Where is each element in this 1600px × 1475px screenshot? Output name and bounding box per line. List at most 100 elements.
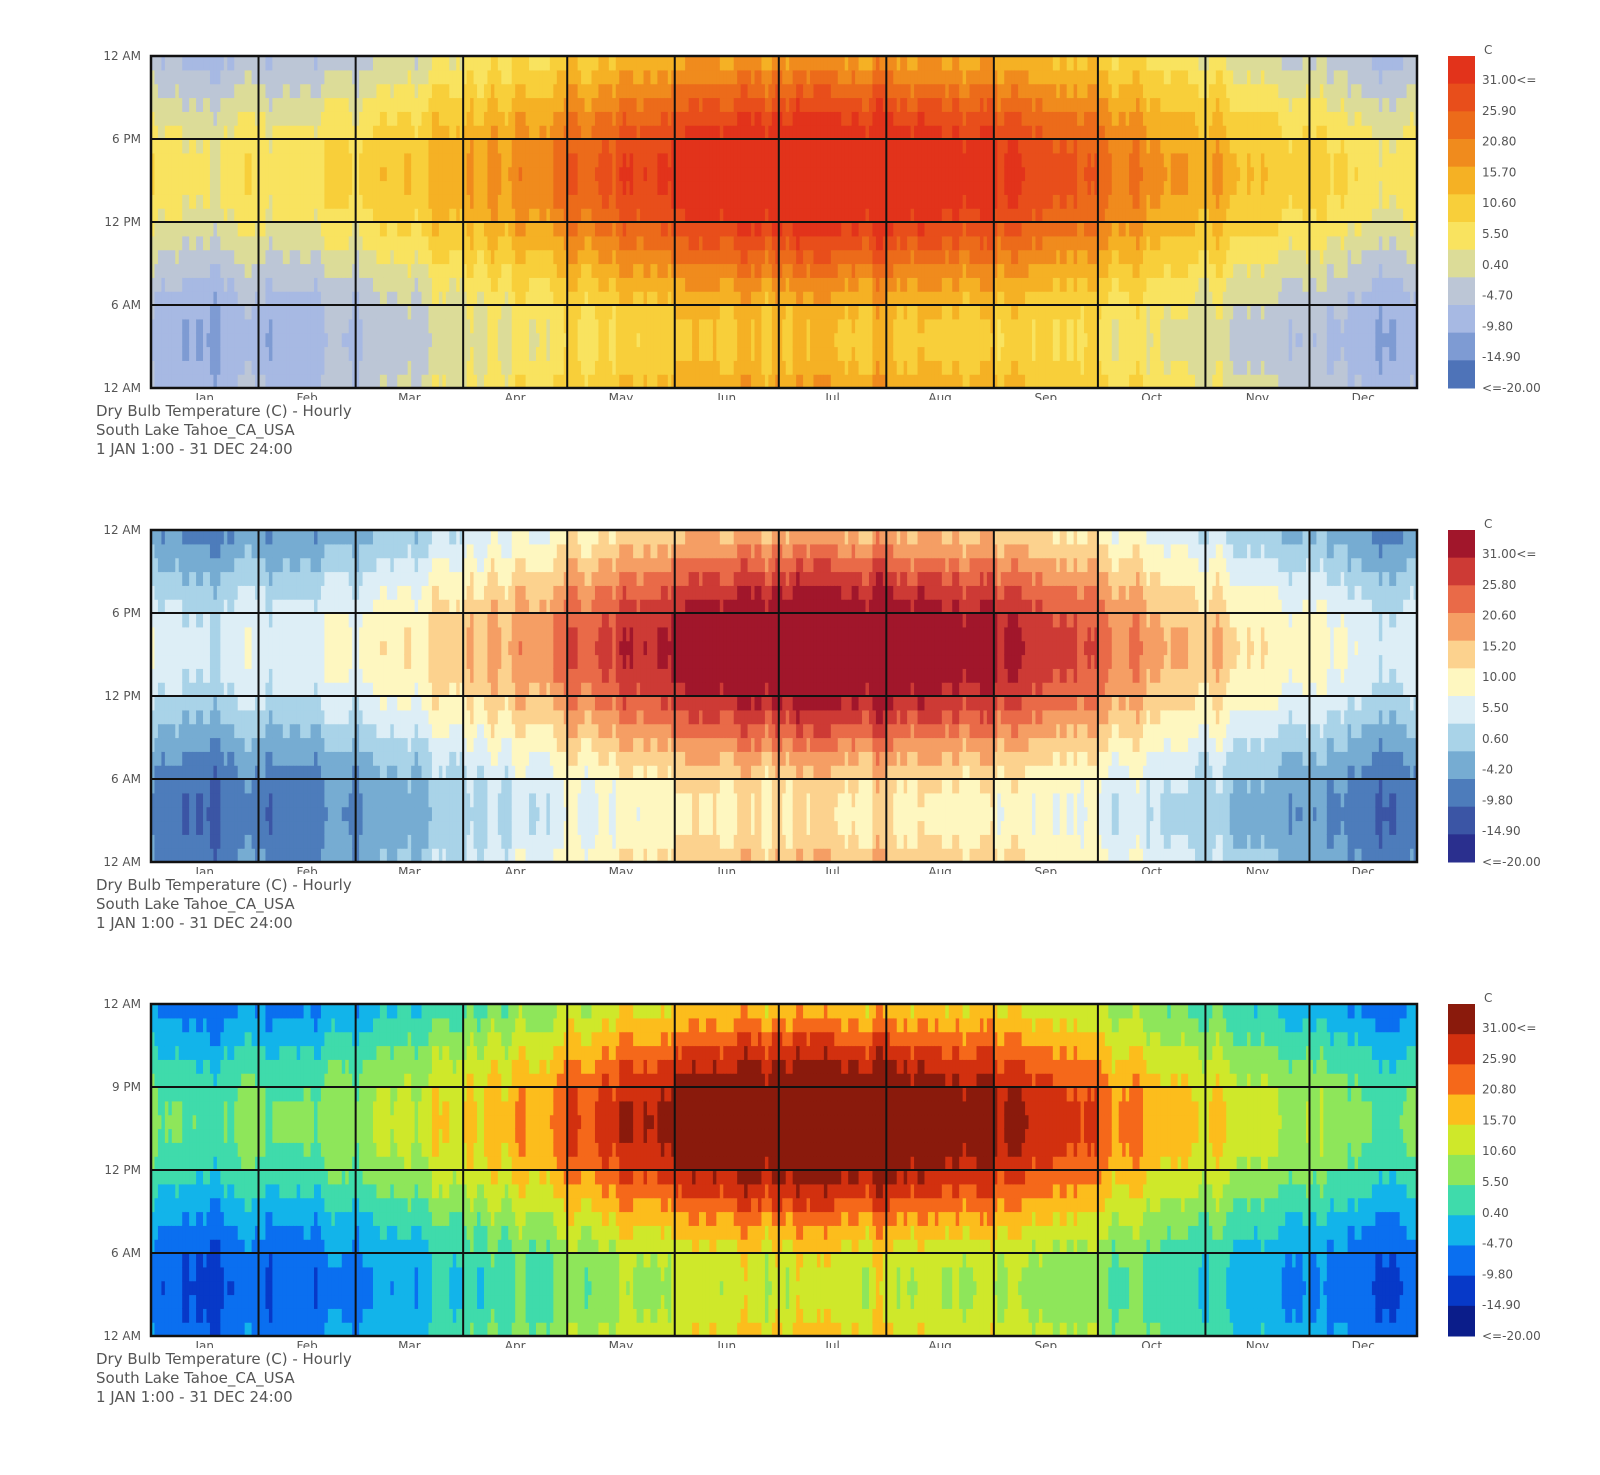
heatmap-cell [643,194,648,209]
heatmap-cell [608,69,613,85]
heatmap-cell [702,222,707,237]
heatmap-cell [529,56,534,71]
heatmap-cell [196,180,201,195]
heatmap-cell [407,222,412,237]
heatmap-cell [154,152,159,168]
heatmap-cell [778,125,783,140]
heatmap-cell [695,277,700,292]
heatmap-cell [255,69,260,85]
heatmap-cell [345,263,350,278]
heatmap-cell [511,346,516,361]
heatmap-cell [490,374,495,389]
heatmap-cell [851,332,856,348]
heatmap-cell [425,56,430,71]
heatmap-cell [858,263,863,278]
heatmap-cell [438,139,443,154]
heatmap-cell [699,318,704,334]
heatmap-cell [536,318,541,334]
heatmap-cell [175,277,180,292]
heatmap-cell [674,305,679,320]
heatmap-cell [872,374,877,389]
heatmap-cell [612,83,617,99]
heatmap-cell [764,346,769,361]
heatmap-cell [522,97,527,112]
heatmap-cell [390,97,395,112]
heatmap-cell [386,139,391,154]
heatmap-cell [615,235,620,251]
heatmap-cell [379,346,384,361]
heatmap-cell [393,291,398,306]
heatmap-cell [372,208,378,223]
heatmap-cell [588,222,593,237]
heatmap-cell [383,277,388,292]
heatmap-cell [314,56,319,71]
heatmap-cell [331,69,336,85]
heatmap-cell [463,69,468,85]
heatmap-cell [515,332,520,348]
heatmap-cell [549,139,554,154]
heatmap-cell [452,360,457,375]
heatmap-cell [404,360,409,375]
heatmap-cell [414,139,419,154]
heatmap-cell [747,56,752,71]
heatmap-cell [823,360,828,375]
heatmap-cell [383,360,388,375]
heatmap-cell [161,263,166,278]
heatmap-cell [594,263,600,278]
heatmap-cell [712,277,717,292]
heatmap-cell [685,235,690,251]
heatmap-cell [483,374,489,389]
heatmap-cell [740,111,745,126]
heatmap-cell [667,208,672,223]
heatmap-cell [848,291,853,306]
heatmap-cell [532,208,537,223]
heatmap-cell [681,56,686,71]
heatmap-cell [775,360,780,375]
heatmap-cell [345,374,350,389]
heatmap-cell [549,249,554,265]
heatmap-cell [275,56,280,71]
heatmap-cell [646,291,652,306]
heatmap-cell [473,194,478,209]
heatmap-cell [848,111,853,126]
heatmap-cell [497,152,502,168]
heatmap-cell [185,125,190,140]
heatmap-cell [379,291,384,306]
heatmap-cell [553,332,558,348]
heatmap-cell [699,194,704,209]
heatmap-cell [296,152,301,168]
heatmap-cell [830,305,835,320]
heatmap-cell [237,208,242,223]
heatmap-cell [761,360,766,375]
heatmap-cell [688,208,693,223]
heatmap-cell [206,83,211,99]
heatmap-cell [855,222,860,237]
heatmap-cell [671,152,676,168]
heatmap-cell [404,83,409,99]
heatmap-cell [414,332,419,348]
heatmap-cell [213,263,218,278]
heatmap-cell [588,374,593,389]
heatmap-cell [345,249,350,265]
heatmap-cell [816,249,822,265]
heatmap-cell [265,69,270,85]
heatmap-cell [539,111,544,126]
heatmap-cell [529,180,534,195]
heatmap-cell [567,235,572,251]
heatmap-cell [542,235,548,251]
heatmap-cell [161,125,166,140]
heatmap-cell [470,194,475,209]
heatmap-cell [830,374,835,389]
heatmap-cell [268,125,273,140]
heatmap-cell [248,277,253,292]
heatmap-cell [782,152,787,168]
heatmap-cell [241,97,246,112]
heatmap-cell [709,139,714,154]
heatmap-cell [546,346,551,361]
heatmap-cell [844,69,849,85]
heatmap-cell [511,318,516,334]
heatmap-cell [504,249,509,265]
heatmap-cell [175,56,180,71]
heatmap-cell [775,152,780,168]
heatmap-cell [428,374,433,389]
